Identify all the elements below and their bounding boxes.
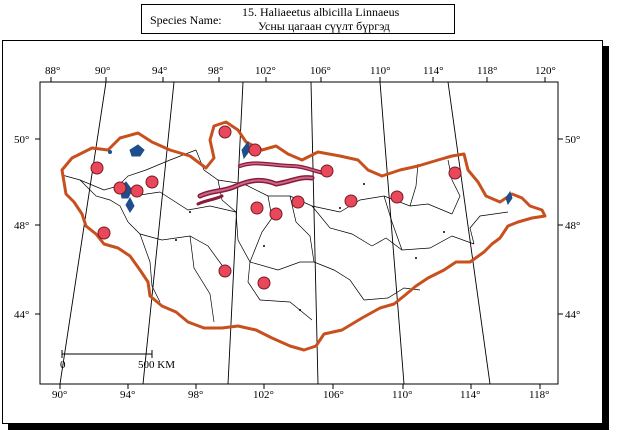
map-inner-frame [39, 81, 559, 385]
record-marker [250, 201, 264, 215]
record-marker [248, 143, 262, 157]
tick-bottom-4: 106° [323, 389, 344, 401]
tick-left-0: 50° [14, 134, 29, 146]
record-marker [291, 195, 305, 209]
tick-bottom-6: 114° [460, 389, 481, 401]
tick-top-4: 102° [255, 65, 276, 77]
scale-bar: 0 500 KM [60, 350, 175, 371]
record-marker [257, 276, 271, 290]
record-marker [448, 166, 462, 180]
record-markers [90, 125, 462, 290]
tick-bottom-2: 98° [188, 389, 203, 401]
province-boundaries [61, 149, 509, 323]
tick-top-7: 114° [423, 65, 444, 77]
meridian-90 [59, 81, 107, 385]
tick-right-2: 44° [565, 309, 580, 321]
tick-bottom-0: 90° [52, 389, 67, 401]
tick-left-1: 48° [14, 220, 29, 232]
tick-bottom-3: 102° [253, 389, 274, 401]
tick-right-1: 48° [565, 220, 580, 232]
tick-top-6: 110° [370, 65, 391, 77]
record-marker [130, 184, 144, 198]
country-border [60, 120, 547, 352]
tick-top-5: 106° [310, 65, 331, 77]
species-name-box: Species Name: 15. Haliaeetus albicilla L… [141, 4, 455, 34]
meridian-94 [142, 81, 175, 385]
tick-right-0: 50° [565, 134, 580, 146]
scale-bar-end: 500 KM [138, 359, 175, 371]
right-latitude-labels: 50° 48° 44° [565, 134, 580, 321]
record-marker [344, 194, 358, 208]
record-marker [218, 264, 232, 278]
meridian-106 [379, 81, 405, 385]
frame-ticks [35, 77, 563, 389]
record-marker [218, 125, 232, 139]
mongolian-name: Усны цагаан сүүлт бүргэд [258, 19, 390, 33]
tick-bottom-5: 110° [392, 389, 413, 401]
record-marker [113, 181, 127, 195]
rivers [196, 161, 330, 206]
scale-bar-start: 0 [60, 359, 66, 371]
left-latitude-labels: 50° 48° 44° [14, 134, 29, 321]
tick-bottom-1: 94° [120, 389, 135, 401]
scientific-name: 15. Haliaeetus albicilla Linnaeus [242, 5, 400, 19]
bottom-longitude-labels: 90° 94° 98° 102° 106° 110° 114° 118° [52, 389, 550, 401]
record-marker [320, 164, 334, 178]
tick-top-2: 94° [152, 65, 167, 77]
meridian-110 [447, 81, 491, 385]
tick-left-2: 44° [14, 309, 29, 321]
record-marker [390, 190, 404, 204]
tick-top-9: 120° [535, 65, 556, 77]
tick-top-0: 88° [45, 65, 60, 77]
tick-top-3: 98° [208, 65, 223, 77]
small-dots [175, 183, 445, 311]
record-marker [269, 207, 283, 221]
record-marker [145, 175, 159, 189]
meridian-102 [310, 81, 319, 385]
record-marker [97, 226, 111, 240]
tick-bottom-7: 118° [529, 389, 550, 401]
top-longitude-labels: 88° 90° 94° 98° 102° 106° 110° 114° 118°… [45, 65, 556, 77]
tick-top-8: 118° [477, 65, 498, 77]
species-name-label: Species Name: [150, 13, 222, 27]
tick-top-1: 90° [95, 65, 110, 77]
record-marker [90, 161, 104, 175]
